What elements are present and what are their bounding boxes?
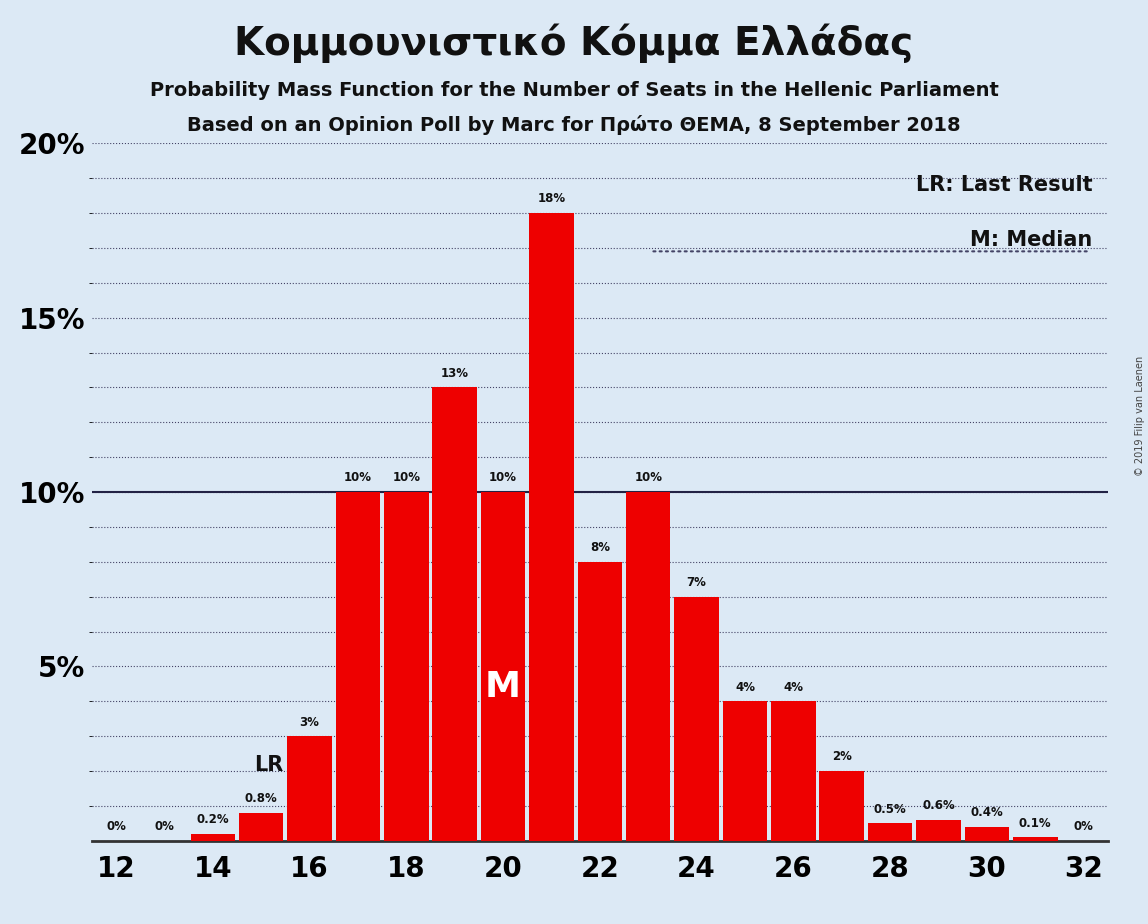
Text: 18%: 18% [537, 192, 566, 205]
Text: 4%: 4% [783, 681, 804, 694]
Text: M: M [486, 671, 521, 704]
Text: 2%: 2% [832, 750, 852, 763]
Text: 0.5%: 0.5% [874, 803, 907, 816]
Text: 10%: 10% [393, 471, 420, 484]
Bar [335, 492, 380, 841]
Bar [287, 736, 332, 841]
Bar [481, 492, 526, 841]
Bar [626, 492, 670, 841]
Text: 3%: 3% [300, 715, 319, 728]
Text: 0%: 0% [155, 821, 174, 833]
Text: 10%: 10% [344, 471, 372, 484]
Bar [577, 562, 622, 841]
Text: 7%: 7% [687, 576, 706, 589]
Bar [820, 771, 864, 841]
Bar [916, 820, 961, 841]
Bar [771, 701, 815, 841]
Text: 0.6%: 0.6% [922, 799, 955, 812]
Bar [868, 823, 913, 841]
Text: 0%: 0% [1073, 821, 1094, 833]
Bar [433, 387, 476, 841]
Text: 0.4%: 0.4% [970, 807, 1003, 820]
Text: 10%: 10% [634, 471, 662, 484]
Bar [674, 597, 719, 841]
Text: Based on an Opinion Poll by Marc for Πρώτο ΘΕΜΑ, 8 September 2018: Based on an Opinion Poll by Marc for Πρώ… [187, 115, 961, 135]
Bar [529, 213, 574, 841]
Text: 0.1%: 0.1% [1019, 817, 1052, 830]
Bar [1013, 837, 1057, 841]
Text: LR: Last Result: LR: Last Result [916, 175, 1093, 195]
Bar [964, 827, 1009, 841]
Text: 0%: 0% [106, 821, 126, 833]
Text: 13%: 13% [441, 367, 468, 380]
Bar [239, 813, 284, 841]
Bar [385, 492, 428, 841]
Text: 0.8%: 0.8% [245, 792, 278, 805]
Text: © 2019 Filip van Laenen: © 2019 Filip van Laenen [1135, 356, 1145, 476]
Text: 10%: 10% [489, 471, 517, 484]
Bar [191, 833, 235, 841]
Bar [723, 701, 767, 841]
Text: 8%: 8% [590, 541, 610, 554]
Text: 0.2%: 0.2% [196, 813, 230, 826]
Text: LR: LR [254, 755, 282, 774]
Text: Probability Mass Function for the Number of Seats in the Hellenic Parliament: Probability Mass Function for the Number… [149, 81, 999, 101]
Text: 4%: 4% [735, 681, 755, 694]
Text: M: Median: M: Median [970, 230, 1093, 250]
Text: Κομμουνιστικό Κόμμα Ελλάδας: Κομμουνιστικό Κόμμα Ελλάδας [234, 23, 914, 63]
